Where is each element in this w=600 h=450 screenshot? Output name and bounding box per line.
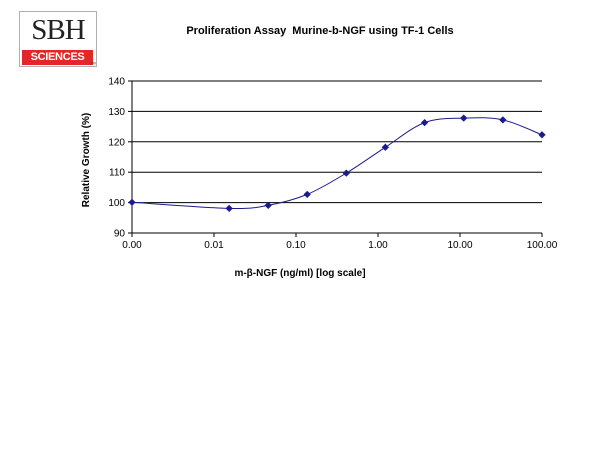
x-tick-label: 0.01 <box>204 240 224 251</box>
y-tick-label: 130 <box>108 107 125 118</box>
data-point <box>459 114 468 122</box>
chart-title: Proliferation Assay Murine-b-NGF using T… <box>186 25 454 37</box>
data-point <box>225 204 233 213</box>
data-point <box>128 198 136 207</box>
logo-sub-text: SCIENCES <box>22 50 93 65</box>
data-point <box>264 201 272 210</box>
data-point <box>303 190 311 199</box>
logo-trademark: ™ <box>90 62 96 68</box>
y-tick-labels: 90 100 110 120 130 140 <box>108 77 125 240</box>
x-tick-label: 1.00 <box>368 240 388 251</box>
y-tick-label: 100 <box>108 198 125 209</box>
x-axis-label: m-β-NGF (ng/ml) [log scale] <box>234 268 365 279</box>
data-point <box>499 116 507 124</box>
sbh-sciences-logo: SBH SCIENCES <box>19 11 97 67</box>
x-tick-label: 0.00 <box>122 240 142 251</box>
series-line <box>131 117 543 209</box>
x-tick-label: 100.00 <box>527 240 558 251</box>
grid-lines <box>132 80 542 204</box>
data-point <box>420 118 429 127</box>
logo-main-text: SBH <box>31 14 85 46</box>
x-tick-label: 0.10 <box>286 240 306 251</box>
y-tick-label: 90 <box>114 229 126 240</box>
y-tick-label: 120 <box>108 137 125 148</box>
x-tick-label: 10.00 <box>447 240 472 251</box>
y-axis-label: Relative Growth (%) <box>81 113 92 207</box>
axes <box>128 80 543 237</box>
data-point <box>538 131 546 139</box>
data-point <box>342 169 351 177</box>
y-tick-label: 110 <box>109 168 125 179</box>
y-tick-label: 140 <box>108 77 125 88</box>
x-tick-labels: 0.00 0.01 0.10 1.00 10.00 100.00 <box>122 240 557 251</box>
series <box>128 114 546 213</box>
data-point <box>381 143 390 152</box>
